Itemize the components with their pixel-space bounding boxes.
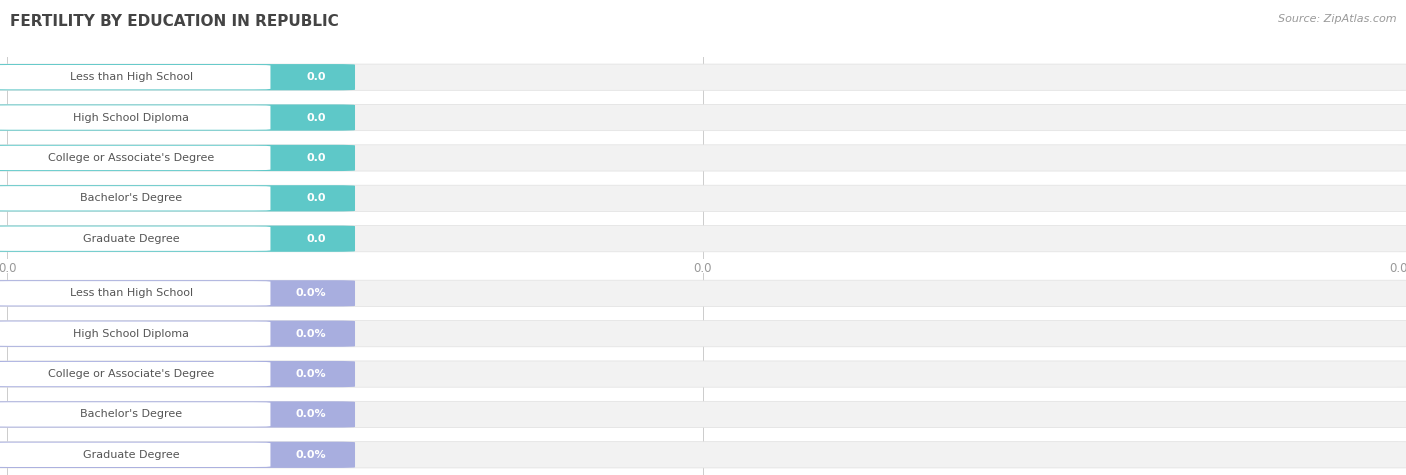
Text: 0.0: 0.0 bbox=[307, 153, 326, 163]
FancyBboxPatch shape bbox=[0, 401, 354, 428]
FancyBboxPatch shape bbox=[0, 281, 270, 305]
FancyBboxPatch shape bbox=[0, 361, 1406, 387]
FancyBboxPatch shape bbox=[0, 64, 354, 90]
Text: 0.0%: 0.0% bbox=[295, 409, 326, 419]
Text: Bachelor's Degree: Bachelor's Degree bbox=[80, 193, 183, 203]
Text: High School Diploma: High School Diploma bbox=[73, 113, 188, 123]
FancyBboxPatch shape bbox=[0, 280, 354, 306]
Text: FERTILITY BY EDUCATION IN REPUBLIC: FERTILITY BY EDUCATION IN REPUBLIC bbox=[10, 14, 339, 29]
FancyBboxPatch shape bbox=[0, 321, 354, 347]
Text: 0.0%: 0.0% bbox=[295, 450, 326, 460]
FancyBboxPatch shape bbox=[0, 226, 1406, 252]
Text: High School Diploma: High School Diploma bbox=[73, 329, 188, 339]
FancyBboxPatch shape bbox=[0, 185, 354, 211]
FancyBboxPatch shape bbox=[0, 186, 270, 210]
FancyBboxPatch shape bbox=[0, 64, 1406, 90]
Text: Graduate Degree: Graduate Degree bbox=[83, 234, 180, 244]
Text: College or Associate's Degree: College or Associate's Degree bbox=[48, 153, 214, 163]
FancyBboxPatch shape bbox=[0, 362, 270, 386]
FancyBboxPatch shape bbox=[0, 65, 270, 89]
Text: 0.0: 0.0 bbox=[307, 193, 326, 203]
FancyBboxPatch shape bbox=[0, 401, 1406, 428]
FancyBboxPatch shape bbox=[0, 105, 270, 130]
FancyBboxPatch shape bbox=[0, 104, 1406, 131]
Text: 0.0%: 0.0% bbox=[295, 288, 326, 298]
FancyBboxPatch shape bbox=[0, 185, 1406, 211]
FancyBboxPatch shape bbox=[0, 227, 270, 251]
FancyBboxPatch shape bbox=[0, 322, 270, 346]
Text: Bachelor's Degree: Bachelor's Degree bbox=[80, 409, 183, 419]
Text: 0.0: 0.0 bbox=[307, 113, 326, 123]
FancyBboxPatch shape bbox=[0, 280, 1406, 306]
FancyBboxPatch shape bbox=[0, 146, 270, 170]
Text: 0.0%: 0.0% bbox=[295, 329, 326, 339]
Text: College or Associate's Degree: College or Associate's Degree bbox=[48, 369, 214, 379]
FancyBboxPatch shape bbox=[0, 145, 1406, 171]
Text: Graduate Degree: Graduate Degree bbox=[83, 450, 180, 460]
FancyBboxPatch shape bbox=[0, 442, 1406, 468]
Text: 0.0%: 0.0% bbox=[295, 369, 326, 379]
Text: 0.0: 0.0 bbox=[307, 72, 326, 82]
FancyBboxPatch shape bbox=[0, 442, 354, 468]
FancyBboxPatch shape bbox=[0, 443, 270, 467]
FancyBboxPatch shape bbox=[0, 361, 354, 387]
FancyBboxPatch shape bbox=[0, 104, 354, 131]
Text: Source: ZipAtlas.com: Source: ZipAtlas.com bbox=[1278, 14, 1396, 24]
Text: 0.0: 0.0 bbox=[307, 234, 326, 244]
Text: Less than High School: Less than High School bbox=[69, 72, 193, 82]
FancyBboxPatch shape bbox=[0, 226, 354, 252]
FancyBboxPatch shape bbox=[0, 145, 354, 171]
Text: Less than High School: Less than High School bbox=[69, 288, 193, 298]
FancyBboxPatch shape bbox=[0, 321, 1406, 347]
FancyBboxPatch shape bbox=[0, 402, 270, 427]
